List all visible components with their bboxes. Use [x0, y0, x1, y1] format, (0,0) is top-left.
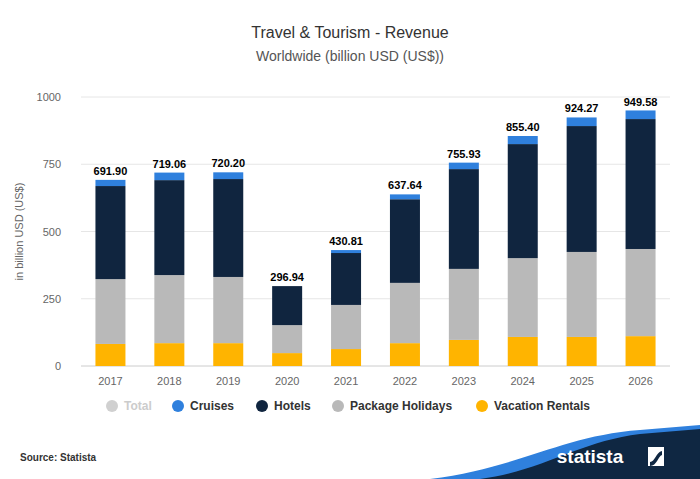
- bar-segment: [272, 353, 302, 366]
- bar-segment: [390, 199, 420, 283]
- bar-segment: [390, 283, 420, 343]
- y-tick-label: 750: [43, 158, 61, 170]
- bar-segment: [213, 343, 243, 366]
- bar-segment: [567, 126, 597, 252]
- y-tick-label: 250: [43, 293, 61, 305]
- bar-segment: [508, 144, 538, 258]
- bar-segment: [95, 186, 125, 279]
- total-label: 719.06: [153, 158, 187, 170]
- bar-segment: [449, 269, 479, 340]
- bar-segment: [508, 337, 538, 366]
- y-tick-label: 0: [55, 360, 61, 372]
- bar-segment: [626, 119, 656, 249]
- bar-segment: [154, 343, 184, 366]
- x-tick-label: 2025: [569, 375, 593, 387]
- bar-segment: [272, 325, 302, 353]
- bar-segment: [95, 279, 125, 344]
- bar-segment: [331, 305, 361, 349]
- bar-segment: [331, 253, 361, 305]
- bar-segment: [390, 194, 420, 199]
- source: Source: Statista: [20, 452, 97, 463]
- x-tick-label: 2018: [157, 375, 181, 387]
- total-label: 755.93: [447, 148, 481, 160]
- x-tick-label: 2017: [98, 375, 122, 387]
- bar-segment: [449, 169, 479, 269]
- logo-icon: [648, 447, 664, 466]
- bar-segment: [213, 179, 243, 277]
- bar-segment: [626, 336, 656, 366]
- y-tick-label: 500: [43, 226, 61, 238]
- y-axis-label: in billion USD (US$): [13, 183, 25, 281]
- legend-label: Vacation Rentals: [494, 399, 590, 413]
- total-label: 949.58: [624, 96, 658, 108]
- logo-icon-wave: [650, 451, 662, 466]
- total-label: 924.27: [565, 102, 599, 114]
- bar-segment: [272, 286, 302, 325]
- x-tick-label: 2019: [216, 375, 240, 387]
- chart: Travel & Tourism - Revenue Worldwide (bil…: [0, 0, 700, 479]
- x-tick-label: 2022: [393, 375, 417, 387]
- total-label: 296.94: [270, 271, 305, 283]
- bar-segment: [567, 117, 597, 126]
- bar-segment: [154, 173, 184, 181]
- bar-segment: [508, 136, 538, 144]
- total-label: 430.81: [329, 235, 363, 247]
- bar-segment: [331, 250, 361, 253]
- legend-marker: [476, 400, 488, 412]
- total-label: 691.90: [94, 165, 128, 177]
- bar-segment: [154, 275, 184, 343]
- grid-line: [81, 97, 670, 98]
- legend-label: Cruises: [190, 399, 234, 413]
- bar-segment: [390, 343, 420, 366]
- x-tick-label: 2020: [275, 375, 299, 387]
- legend-marker: [172, 400, 184, 412]
- bar-segment: [449, 340, 479, 366]
- x-tick-label: 2024: [511, 375, 535, 387]
- bar-segment: [567, 337, 597, 366]
- legend-label: Hotels: [274, 399, 311, 413]
- background: [0, 0, 700, 479]
- bar-segment: [626, 110, 656, 119]
- x-tick-label: 2026: [628, 375, 652, 387]
- title: Travel & Tourism - Revenue: [251, 24, 449, 41]
- footer-wave-accent: [430, 425, 700, 479]
- x-tick-label: 2021: [334, 375, 358, 387]
- x-tick-label: 2023: [452, 375, 476, 387]
- total-label: 637.64: [388, 179, 423, 191]
- bar-segment: [95, 344, 125, 366]
- total-label: 720.20: [211, 157, 245, 169]
- bar-segment: [508, 258, 538, 337]
- bar-segment: [626, 249, 656, 336]
- subtitle: Worldwide (billion USD (US$)): [256, 48, 444, 64]
- y-tick-label: 1000: [37, 91, 61, 103]
- bars: [95, 110, 655, 366]
- bar-segment: [449, 163, 479, 169]
- bar-segment: [567, 252, 597, 337]
- legend-label: Total: [124, 399, 152, 413]
- bar-segment: [95, 180, 125, 186]
- legend-marker: [256, 400, 268, 412]
- legend-marker: [332, 400, 344, 412]
- bar-segment: [331, 349, 361, 366]
- legend-label: Package Holidays: [350, 399, 452, 413]
- legend-marker: [106, 400, 118, 412]
- bar-segment: [154, 180, 184, 275]
- total-label: 855.40: [506, 121, 540, 133]
- logo: statista: [557, 446, 624, 467]
- bar-segment: [213, 277, 243, 343]
- bar-segment: [272, 286, 302, 287]
- bar-segment: [213, 172, 243, 179]
